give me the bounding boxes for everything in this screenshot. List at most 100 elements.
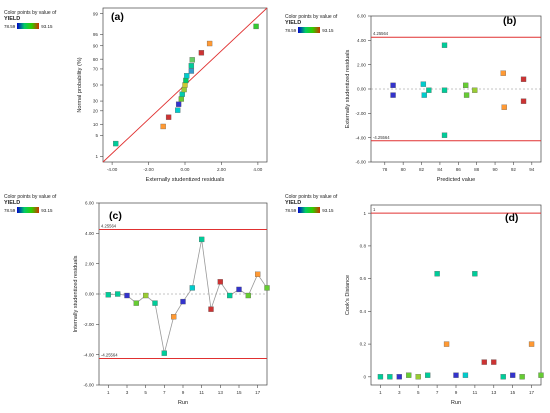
panel-label: (c) <box>109 210 122 222</box>
panel-label: (a) <box>111 11 124 23</box>
data-point <box>236 286 242 293</box>
data-point <box>441 42 448 48</box>
data-point <box>143 292 149 299</box>
y-tick-label: 20 <box>93 108 99 113</box>
series-line <box>108 239 268 354</box>
data-point <box>133 300 139 306</box>
x-tick-label: 7 <box>436 390 439 395</box>
x-tick-label: 11 <box>472 390 477 395</box>
data-point <box>178 96 185 102</box>
y-tick-label: -2.00 <box>356 111 367 116</box>
data-point <box>206 40 213 47</box>
legend-min: 78.59 <box>285 207 297 213</box>
x-axis-label: Externally studentized residuals <box>146 177 225 183</box>
data-point <box>434 271 440 277</box>
data-point <box>453 372 459 378</box>
x-tick-label: 7 <box>163 390 166 395</box>
data-point <box>528 341 535 347</box>
data-point <box>188 63 195 69</box>
y-tick-label: 30 <box>93 99 99 104</box>
y-tick-label: 4.00 <box>85 231 94 236</box>
data-point <box>491 359 497 365</box>
x-tick-label: 5 <box>417 390 420 395</box>
data-point <box>198 50 205 56</box>
data-point <box>227 292 233 299</box>
y-tick-label: 2.00 <box>85 261 94 266</box>
data-point <box>161 350 167 356</box>
y-tick-label: 1 <box>363 211 366 216</box>
y-tick-label: 6.00 <box>357 14 366 19</box>
legend-gradient <box>298 27 321 33</box>
legend-max: 93.15 <box>322 207 334 213</box>
x-tick-label: 15 <box>510 390 516 395</box>
x-tick-label: 3 <box>398 390 401 395</box>
data-point <box>180 298 186 305</box>
data-point <box>264 285 270 291</box>
limit-label: 4.25564 <box>373 31 389 36</box>
legend-max: 93.15 <box>41 23 53 29</box>
chart-a: -4.00 -2.00 0.00 2.00 4.00 1 5 10 20 30 50 70 80 90 95… <box>77 7 268 183</box>
data-point <box>199 236 205 243</box>
data-point <box>441 87 448 93</box>
legend-variable: YIELD <box>4 16 21 22</box>
data-point <box>420 81 427 87</box>
x-tick-label: 2.00 <box>217 167 226 172</box>
y-tick-label: 0.2 <box>360 342 367 347</box>
x-tick-label: 0.00 <box>181 167 190 172</box>
y-tick-label: 5 <box>95 133 98 138</box>
data-point <box>377 374 384 380</box>
data-point <box>183 77 189 84</box>
x-tick-label: 13 <box>491 390 497 395</box>
y-tick-label: 2.00 <box>357 62 366 67</box>
chart-b: 78 80 82 84 86 88 90 92 94 -6.00 -4.00 -2.00 0.00 2.0… <box>345 14 542 183</box>
legend-variable: YIELD <box>285 200 302 206</box>
x-tick-label: 92 <box>511 167 517 172</box>
y-axis-label: Normal probability (%) <box>77 57 83 112</box>
data-point <box>390 92 396 98</box>
data-point <box>152 300 158 306</box>
x-tick-label: 17 <box>255 390 261 395</box>
data-point <box>115 291 121 297</box>
data-point <box>406 372 412 378</box>
legend-c: Color points by value of YIELD 78.59 93.1… <box>4 194 56 213</box>
data-point <box>113 140 119 147</box>
y-tick-label: -6.00 <box>356 160 367 165</box>
y-tick-label: 0.6 <box>360 276 367 281</box>
data-point <box>253 23 259 30</box>
legend-title: Color points by value of <box>4 194 57 200</box>
x-tick-label: 4.00 <box>253 167 262 172</box>
data-point <box>181 86 187 93</box>
y-tick-label: 0.4 <box>360 309 367 314</box>
data-point <box>208 306 214 312</box>
data-point <box>441 132 448 138</box>
y-tick-label: 4.00 <box>357 38 366 43</box>
data-point <box>519 374 525 380</box>
data-point <box>520 98 527 104</box>
y-tick-label: 80 <box>93 57 99 62</box>
x-tick-label: 94 <box>529 167 535 172</box>
data-point <box>425 372 431 378</box>
data-point <box>500 374 506 380</box>
x-tick-label: -4.00 <box>107 167 118 172</box>
data-point <box>520 76 527 82</box>
panel-label: (b) <box>503 15 516 27</box>
data-point <box>188 68 195 74</box>
limit-label: -4.25564 <box>101 353 118 358</box>
legend-b: Color points by value of YIELD 78.59 93.1… <box>285 14 337 33</box>
legend-d: Color points by value of YIELD 78.59 93.1… <box>285 194 337 213</box>
x-tick-label: 82 <box>419 167 425 172</box>
chart-c: 1 3 5 7 9 11 13 15 17-6.00-4.00-2.000.002.004.00… <box>73 201 270 406</box>
plot-frame <box>370 204 542 386</box>
data-point <box>472 87 478 93</box>
x-tick-label: 80 <box>401 167 407 172</box>
data-point <box>421 92 427 98</box>
y-tick-label: -6.00 <box>84 383 95 388</box>
y-tick-label: 0.00 <box>357 87 366 92</box>
data-point <box>175 107 181 113</box>
data-point <box>217 279 223 285</box>
legend-min: 78.59 <box>4 207 16 213</box>
y-tick-label: 50 <box>93 83 99 88</box>
x-tick-label: 78 <box>382 167 388 172</box>
data-point <box>501 104 507 110</box>
data-point <box>472 271 478 277</box>
